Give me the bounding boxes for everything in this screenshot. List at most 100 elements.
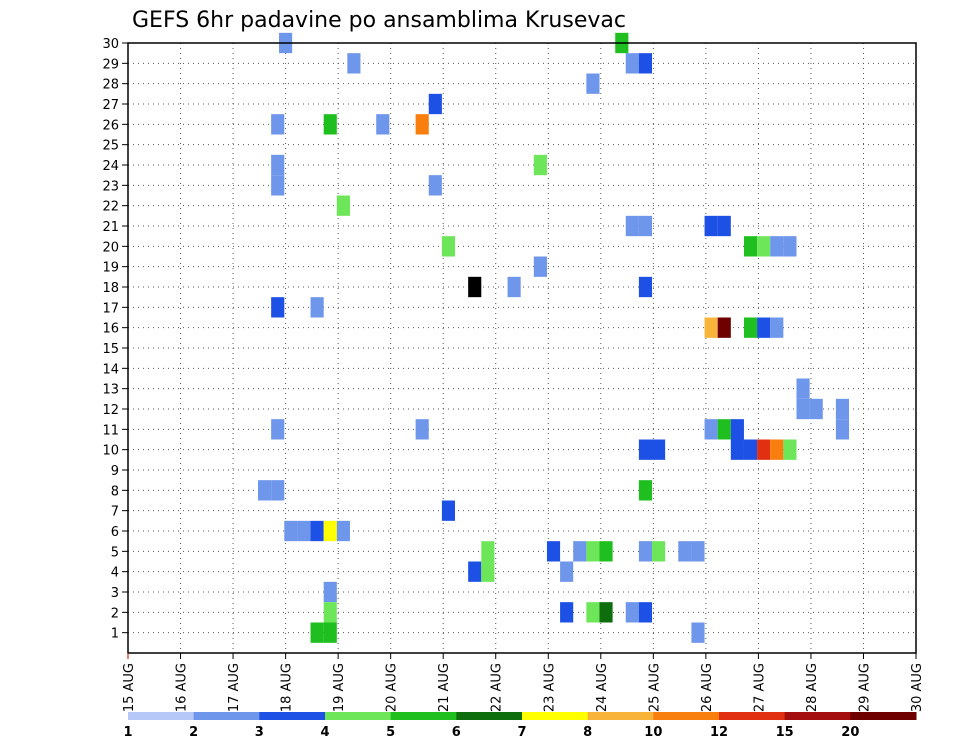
x-tick-label: 24 AUG [595,663,610,712]
heatmap-cell [468,561,482,582]
x-tick-label: 30 AUG [910,663,925,712]
colorbar-swatch [850,712,917,720]
y-tick-label: 30 [102,37,119,52]
heatmap-cell [770,236,784,257]
y-tick-label: 15 [102,342,119,357]
heatmap-cell [757,439,771,460]
heatmap-cell [638,602,653,623]
colorbar-label: 5 [386,725,395,740]
y-tick-label: 14 [102,362,119,377]
y-tick-label: 26 [102,118,119,133]
heatmap-cell [586,541,600,562]
colorbar: 1 2 3 4 5 6 7 8 10 12 15 20 [123,712,917,740]
heatmap-cell [638,53,653,74]
grid-lines [128,43,916,653]
heatmap-cell [310,297,324,318]
heatmap-cell [796,378,810,399]
heatmap-cell [323,602,337,623]
colorbar-swatch [259,712,326,720]
colorbar-label: 7 [517,725,526,740]
heatmap-cell [586,602,600,623]
heatmap-cell [323,114,337,135]
heatmap-cell [835,419,850,440]
heatmap-cell [284,520,298,542]
y-tick-label: 4 [111,566,119,581]
heatmap-cell [573,541,587,562]
x-tick-label: 25 AUG [647,663,662,712]
heatmap-cell [717,215,731,237]
heatmap-cell [652,541,666,562]
plot-frame [127,42,917,654]
colorbar-label: 6 [452,725,461,740]
x-tick-label: 29 AUG [857,663,872,712]
heatmap-cell [441,500,456,521]
heatmap-cell [625,602,639,623]
heatmap-cell [599,541,613,562]
heatmap-cell [835,398,850,420]
y-tick-label: 3 [111,586,119,601]
y-tick-label: 5 [111,545,119,560]
y-tick-label: 29 [102,57,119,72]
heatmap-cell [704,317,718,338]
y-tick-label: 11 [102,423,119,438]
y-axis: 1234567891011121314151617181920212223242… [102,37,128,642]
heatmap-cell [428,175,442,196]
chart-title: GEFS 6hr padavine po ansamblima Krusevac [132,8,626,33]
heatmap-cell [271,297,285,318]
heatmap-cell [638,439,653,460]
colorbar-swatch [653,712,720,720]
heatmap-cell [704,419,718,440]
heatmap-cell [323,581,337,603]
heatmap-cell [560,602,574,623]
heatmap-cell [730,419,744,440]
heatmap-cell [691,622,705,643]
heatmap-cell [481,561,495,582]
heatmap-cell [560,561,574,582]
heatmap-cell [743,236,758,257]
x-tick-label: 15 AUG [122,663,137,712]
colorbar-label: 1 [123,725,132,740]
heatmap-cell [743,317,758,338]
heatmap-cell [625,53,639,74]
heatmap-cell [441,236,456,257]
heatmap-cell [717,419,731,440]
heatmap-cell [652,439,666,460]
colorbar-swatch [193,712,260,720]
y-tick-label: 19 [102,261,119,276]
y-tick-label: 8 [111,484,119,499]
heatmap-cell [770,439,784,460]
colorbar-label: 10 [644,725,662,740]
heatmap-cell [468,276,482,298]
y-tick-label: 17 [102,301,119,316]
heatmap-cell [336,520,350,542]
x-tick-label: 19 AUG [332,663,347,712]
heatmap-cell [310,520,324,542]
y-tick-label: 10 [102,444,119,459]
heatmap-cell [796,398,810,420]
heatmap-cell [730,439,744,460]
y-tick-label: 23 [102,179,119,194]
heatmap-cell [297,520,311,542]
colorbar-label: 8 [583,725,592,740]
y-tick-label: 1 [111,627,119,642]
y-tick-label: 25 [102,139,119,154]
heatmap-cell [481,541,495,562]
heatmap-cell [638,480,653,501]
colorbar-swatch [784,712,851,720]
heatmap-cell [717,317,731,338]
y-tick-label: 27 [102,98,119,113]
y-tick-label: 12 [102,403,119,418]
x-tick-label: 21 AUG [437,663,452,712]
heatmap-cell [310,622,324,643]
heatmap-cell [625,215,639,237]
y-tick-label: 9 [111,464,119,479]
x-tick-label: 16 AUG [175,663,190,712]
heatmap-cell [376,114,390,135]
x-tick-label: 26 AUG [700,663,715,712]
heatmap-cell [770,317,784,338]
x-tick-label: 27 AUG [752,663,767,712]
x-axis: 15 AUG 16 AUG 17 AUG 18 AUG 19 AUG 20 AUG 21 A… [122,653,925,712]
y-tick-label: 6 [111,525,119,540]
x-tick-label: 17 AUG [227,663,242,712]
